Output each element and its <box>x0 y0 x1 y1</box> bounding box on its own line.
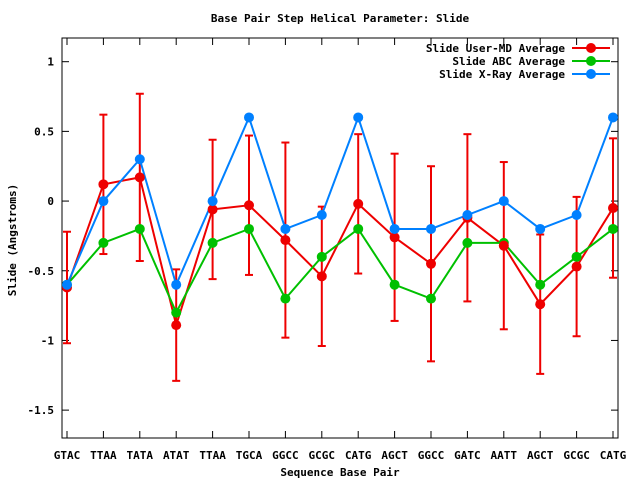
data-point <box>426 223 436 234</box>
x-tick-label: GCGC <box>563 449 590 462</box>
data-point <box>353 198 364 209</box>
series-line <box>66 176 614 329</box>
data-point <box>171 320 182 331</box>
data-point <box>571 251 582 262</box>
data-point <box>207 196 218 207</box>
data-point <box>280 235 291 246</box>
y-tick-label: 0 <box>47 195 54 208</box>
data-point <box>608 112 618 123</box>
data-point <box>389 279 400 290</box>
data-point <box>134 172 145 183</box>
legend-swatch-point <box>586 69 596 79</box>
data-point <box>498 240 509 251</box>
legend-label: Slide ABC Average <box>452 55 565 68</box>
data-point <box>535 223 546 234</box>
chart-marks: -1.5 -1 -0.5 0 0.5 1 GTAC TTAA TATA ATAT TTAA TGCA G… <box>28 38 627 462</box>
x-tick-label: CATG <box>600 449 627 462</box>
data-point <box>134 154 145 165</box>
data-point <box>62 279 72 290</box>
data-point <box>571 261 582 272</box>
y-tick-label: -1.5 <box>28 404 55 417</box>
data-point <box>462 237 473 248</box>
plot-frame <box>61 37 619 439</box>
data-point <box>98 237 109 248</box>
x-tick-label: ATAT <box>163 449 190 462</box>
y-tick-label: 1 <box>47 56 54 69</box>
x-tick-label: AGCT <box>381 449 408 462</box>
data-point <box>171 307 182 318</box>
data-point <box>98 196 109 207</box>
x-tick-label: AATT <box>491 449 518 462</box>
data-point <box>244 200 254 211</box>
x-tick-label: GTAC <box>54 449 81 462</box>
legend-swatch-point <box>586 43 596 53</box>
data-point <box>571 210 582 221</box>
data-point <box>244 112 254 123</box>
data-point <box>316 210 327 221</box>
data-point <box>608 223 618 234</box>
x-tick-label: GCGC <box>309 449 336 462</box>
data-point <box>426 293 436 304</box>
series-line <box>66 227 614 315</box>
x-axis-label: Sequence Base Pair <box>280 466 400 479</box>
x-tick-label: TGCA <box>236 449 263 462</box>
x-tick-label: AGCT <box>527 449 554 462</box>
data-point <box>316 271 327 282</box>
series-line <box>66 114 614 288</box>
legend-label: Slide User-MD Average <box>426 42 565 55</box>
data-point <box>280 293 291 304</box>
data-point <box>207 204 218 215</box>
x-tick-label: GGCC <box>272 449 299 462</box>
x-tick-label: GGCC <box>418 449 445 462</box>
data-point <box>244 223 254 234</box>
data-point <box>426 258 436 269</box>
data-point <box>389 232 400 243</box>
data-point <box>353 112 364 123</box>
data-point <box>462 210 473 221</box>
chart-title: Base Pair Step Helical Parameter: Slide <box>211 12 470 25</box>
data-point <box>98 179 109 190</box>
y-tick-label: -1 <box>41 334 55 347</box>
legend-swatch-point <box>586 56 596 66</box>
data-point <box>608 203 618 214</box>
data-point <box>207 237 218 248</box>
data-point <box>535 279 546 290</box>
x-tick-label: GATC <box>454 449 481 462</box>
y-tick-label: 0.5 <box>34 125 54 138</box>
x-tick-label: CATG <box>345 449 372 462</box>
y-tick-label: -0.5 <box>28 265 55 278</box>
data-point <box>134 223 145 234</box>
data-point <box>389 223 400 234</box>
data-point <box>498 196 509 207</box>
data-point <box>353 223 364 234</box>
data-point <box>171 279 182 290</box>
data-point <box>280 223 291 234</box>
y-axis-label: Slide (Angstroms) <box>6 184 19 297</box>
x-tick-label: TTAA <box>90 449 117 462</box>
x-tick-label: TTAA <box>199 449 226 462</box>
legend-label: Slide X-Ray Average <box>439 68 565 81</box>
data-point <box>535 299 546 310</box>
x-tick-label: TATA <box>127 449 154 462</box>
data-point <box>316 251 327 262</box>
